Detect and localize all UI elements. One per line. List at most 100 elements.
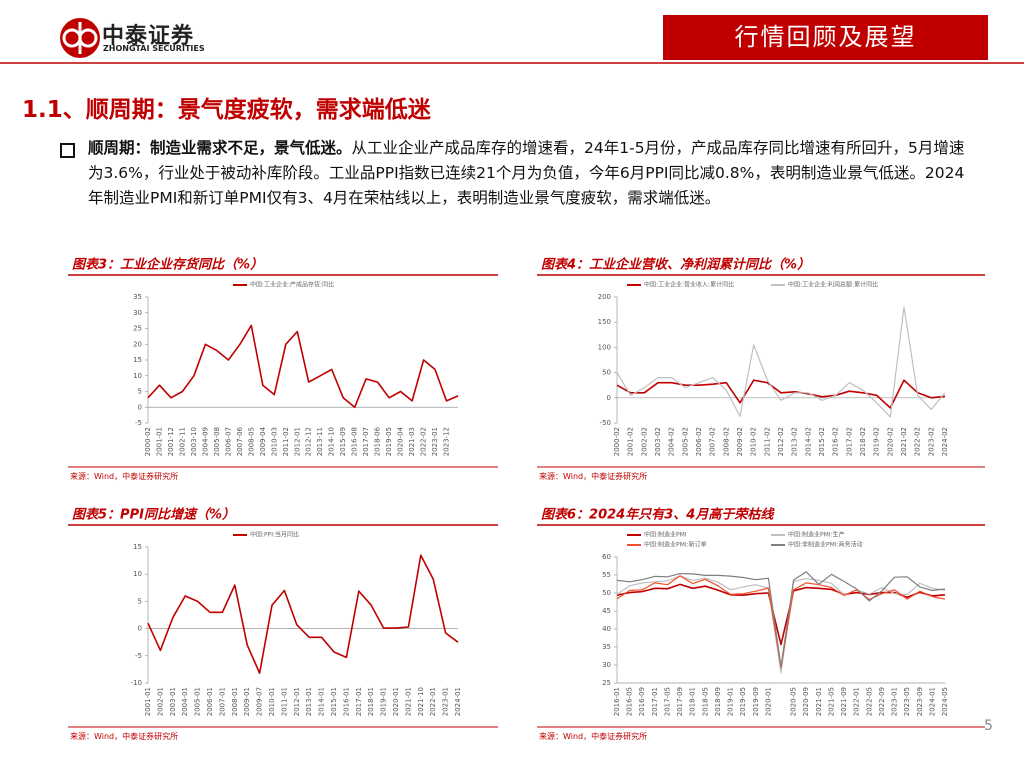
y-tick-label: 45 [602, 607, 611, 615]
y-tick-label: 0 [607, 394, 611, 402]
x-tick-label: 2023-01 [891, 687, 899, 716]
x-tick-label: 2021-01 [815, 687, 823, 716]
x-tick-label: 2021-03 [408, 427, 416, 456]
x-tick-label: 2022-02 [914, 427, 922, 456]
y-tick-label: 55 [602, 571, 611, 579]
series-line [616, 379, 946, 409]
x-tick-label: 2018-02 [859, 427, 867, 456]
x-tick-label: 2010-01 [268, 687, 276, 716]
series-line [616, 575, 946, 669]
x-tick-label: 2004-01 [181, 687, 189, 716]
legend-label: 中国:制造业PMI [644, 531, 687, 539]
x-tick-label: 2019-02 [873, 427, 881, 456]
x-tick-label: 2013-02 [791, 427, 799, 456]
y-tick-label: -10 [131, 679, 142, 687]
x-tick-label: 2001-01 [155, 427, 163, 456]
y-tick-label: 10 [133, 570, 142, 578]
x-tick-label: 2005-08 [213, 427, 221, 456]
x-tick-label: 2023-02 [927, 427, 935, 456]
chart-title: 图表5：PPI同比增速（%） [72, 507, 235, 523]
y-tick-label: 30 [133, 309, 142, 317]
x-tick-label: 2020-01 [392, 687, 400, 716]
x-tick-label: 2021-05 [827, 687, 835, 716]
x-tick-label: 2006-07 [224, 427, 232, 456]
x-tick-label: 2020-01 [764, 687, 772, 716]
x-tick-label: 2022-01 [853, 687, 861, 716]
x-tick-label: 2016-09 [638, 687, 646, 716]
source: 来源：Wind，中泰证券研究所 [539, 471, 647, 481]
x-tick-label: 2016-01 [342, 687, 350, 716]
x-tick-label: 2006-01 [206, 687, 214, 716]
x-tick-label: 2014-01 [318, 687, 326, 716]
x-tick-label: 2009-04 [259, 426, 267, 456]
x-tick-label: 2024-05 [941, 687, 949, 716]
legend-label: 中国:工业企业:利润总额:累计同比 [788, 281, 878, 289]
x-tick-label: 2011-02 [763, 427, 771, 456]
y-tick-label: 20 [133, 340, 142, 348]
x-tick-label: 2024-02 [941, 427, 949, 456]
x-tick-label: 2017-01 [651, 687, 659, 716]
y-tick-label: 25 [133, 325, 142, 333]
x-tick-label: 2001-02 [627, 427, 635, 456]
x-tick-label: 2021-10 [417, 687, 425, 716]
x-tick-label: 2020-05 [790, 687, 798, 716]
chart-title: 图表3：工业企业存货同比（%） [72, 257, 263, 273]
x-tick-label: 2019-05 [385, 427, 393, 456]
brand-en: ZHONGTAI SECURITIES [103, 44, 205, 53]
y-tick-label: 15 [133, 356, 142, 364]
x-tick-label: 2003-01 [169, 687, 177, 716]
x-tick-label: 2012-01 [293, 687, 301, 716]
x-tick-label: 2017-09 [676, 687, 684, 716]
x-tick-label: 2022-09 [878, 687, 886, 716]
y-tick-label: 60 [602, 553, 611, 561]
x-tick-label: 2018-06 [374, 426, 382, 456]
y-tick-label: 15 [133, 543, 142, 551]
bullet-lead: 顺周期：制造业需求不足，景气低迷。 [88, 139, 352, 157]
y-tick-label: 150 [598, 318, 611, 326]
y-tick-label: 30 [602, 661, 611, 669]
x-tick-label: 2018-01 [367, 687, 375, 716]
brand: 中泰证券 [102, 24, 195, 49]
x-tick-label: 2000-02 [613, 427, 621, 456]
x-tick-label: 2018-05 [701, 687, 709, 716]
x-tick-label: 2005-01 [194, 687, 202, 716]
x-tick-label: 2011-02 [282, 427, 290, 456]
series-line [147, 324, 459, 409]
x-tick-label: 2009-01 [243, 687, 251, 716]
x-tick-label: 2018-01 [689, 687, 697, 716]
y-tick-label: 35 [602, 643, 611, 651]
x-tick-label: 2016-02 [832, 427, 840, 456]
legend-label: 中国:制造业PMI:新订单 [644, 541, 707, 549]
legend-label: 中国:工业企业:营业收入:累计同比 [644, 281, 734, 289]
legend-label: 中国:PPI:当月同比 [250, 531, 299, 539]
y-tick-label: 10 [133, 372, 142, 380]
y-tick-label: 0 [138, 625, 142, 633]
x-tick-label: 2019-01 [727, 687, 735, 716]
x-tick-label: 2018-09 [714, 687, 722, 716]
x-tick-label: 2002-01 [156, 687, 164, 716]
y-tick-label: 25 [602, 679, 611, 687]
x-tick-label: 2017-01 [355, 687, 363, 716]
x-tick-label: 2006-02 [695, 427, 703, 456]
x-tick-label: 2013-01 [305, 687, 313, 716]
x-tick-label: 2003-10 [190, 427, 198, 456]
x-tick-label: 2023-12 [443, 427, 451, 456]
x-tick-label: 2024-01 [928, 687, 936, 716]
x-tick-label: 2008-05 [247, 427, 255, 456]
x-tick-label: 2009-02 [736, 427, 744, 456]
x-tick-label: 2004-02 [668, 427, 676, 456]
x-tick-label: 2022-01 [429, 687, 437, 716]
y-tick-label: 50 [602, 589, 611, 597]
x-tick-label: 2023-01 [442, 687, 450, 716]
x-tick-label: 2019-01 [380, 687, 388, 716]
x-tick-label: 2019-05 [739, 687, 747, 716]
x-tick-label: 2016-05 [626, 687, 634, 716]
x-tick-label: 2015-01 [330, 687, 338, 716]
legend-label: 中国:工业企业:产成品存货:同比 [250, 281, 334, 289]
x-tick-label: 2012-12 [305, 427, 313, 456]
x-tick-label: 2007-01 [218, 687, 226, 716]
x-tick-label: 2015-02 [818, 427, 826, 456]
x-tick-label: 2016-08 [351, 427, 359, 456]
